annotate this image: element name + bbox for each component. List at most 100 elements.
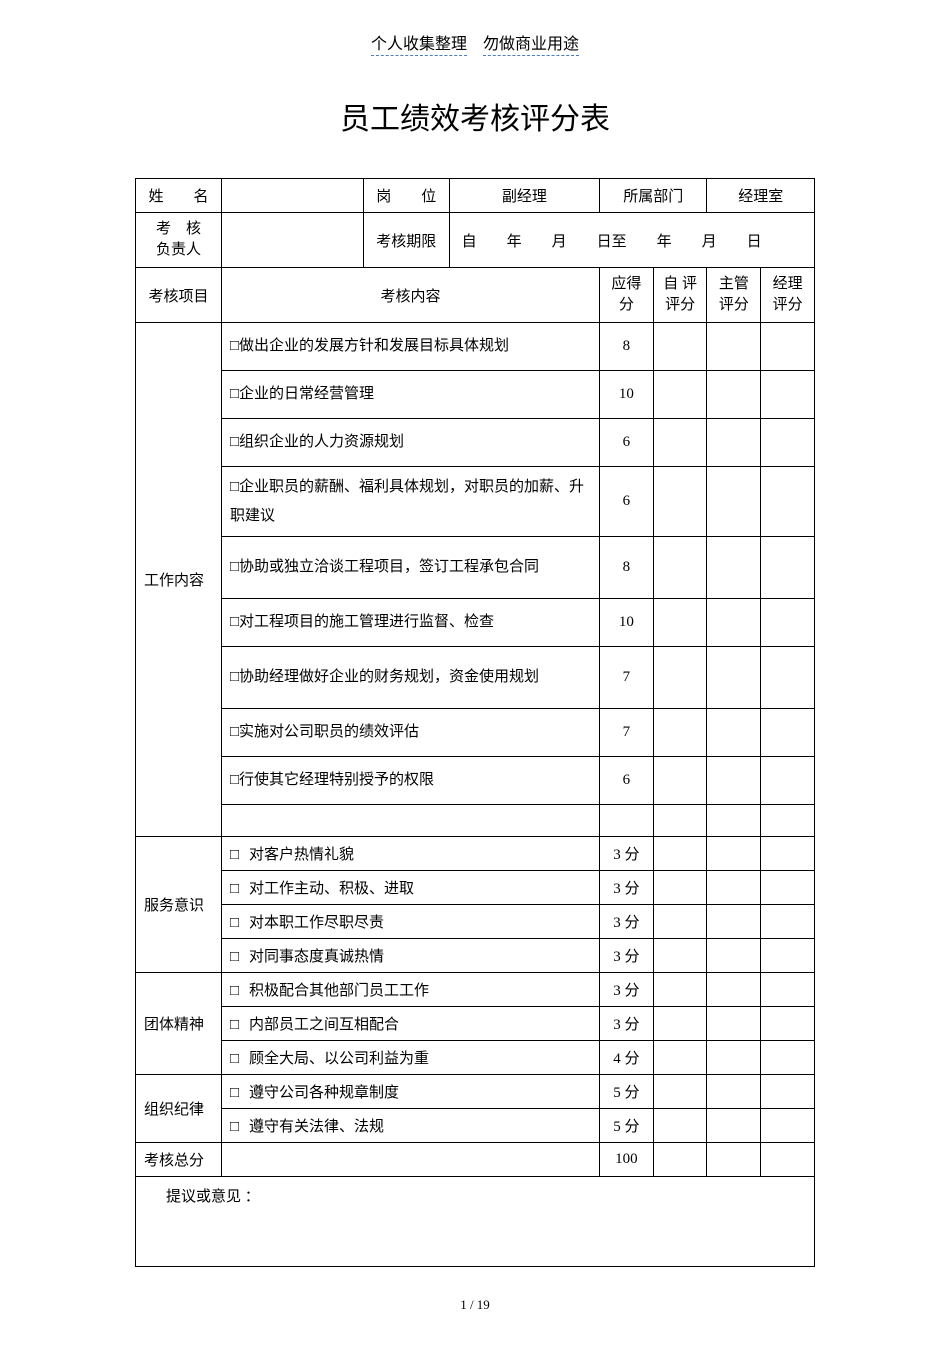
label-name: 姓 名: [136, 179, 222, 213]
score-gm-cell[interactable]: [761, 709, 815, 757]
score-gm-cell[interactable]: [761, 323, 815, 371]
score-self-cell[interactable]: [653, 837, 707, 871]
score-gm-cell[interactable]: [761, 467, 815, 537]
score-gm-cell[interactable]: [761, 647, 815, 709]
page-title: 员工绩效考核评分表: [0, 94, 950, 138]
work-item: □组织企业的人力资源规划: [221, 419, 599, 467]
score-gm-cell[interactable]: [761, 871, 815, 905]
score-mgr-cell[interactable]: [707, 709, 761, 757]
score-mgr-cell[interactable]: [707, 323, 761, 371]
discipline-score: 5 分: [600, 1075, 654, 1109]
score-mgr-cell[interactable]: [707, 419, 761, 467]
spacer-cell: [761, 805, 815, 837]
spacer-cell: [600, 805, 654, 837]
label-position: 岗 位: [363, 179, 449, 213]
score-gm-cell[interactable]: [761, 537, 815, 599]
label-score-gm: 经理评分: [761, 268, 815, 323]
score-mgr-cell[interactable]: [707, 939, 761, 973]
work-score: 8: [600, 537, 654, 599]
team-score: 4 分: [600, 1041, 654, 1075]
score-mgr-cell[interactable]: [707, 1075, 761, 1109]
score-mgr-cell[interactable]: [707, 599, 761, 647]
score-self-cell[interactable]: [653, 1075, 707, 1109]
score-self-cell[interactable]: [653, 973, 707, 1007]
score-gm-cell[interactable]: [761, 1075, 815, 1109]
label-score-self: 自 评评分: [653, 268, 707, 323]
score-gm-cell[interactable]: [761, 837, 815, 871]
score-self-cell[interactable]: [653, 757, 707, 805]
score-self-cell[interactable]: [653, 537, 707, 599]
service-item: □对工作主动、积极、进取: [221, 871, 599, 905]
score-gm-cell[interactable]: [761, 1041, 815, 1075]
score-self-cell[interactable]: [653, 1041, 707, 1075]
score-gm-cell[interactable]: [761, 973, 815, 1007]
total-self[interactable]: [653, 1143, 707, 1177]
spacer-cell: [707, 805, 761, 837]
service-item: □对同事态度真诚热情: [221, 939, 599, 973]
score-gm-cell[interactable]: [761, 599, 815, 647]
score-mgr-cell[interactable]: [707, 467, 761, 537]
work-score: 10: [600, 599, 654, 647]
score-self-cell[interactable]: [653, 323, 707, 371]
field-name[interactable]: [221, 179, 363, 213]
label-period: 考核期限: [363, 213, 449, 268]
header-note-left: 个人收集整理: [371, 36, 467, 56]
service-item: □对本职工作尽职尽责: [221, 905, 599, 939]
label-content: 考核内容: [221, 268, 599, 323]
score-self-cell[interactable]: [653, 419, 707, 467]
field-period[interactable]: 自 年 月 日至 年 月 日: [449, 213, 814, 268]
discipline-item: □遵守公司各种规章制度: [221, 1075, 599, 1109]
label-department: 所属部门: [600, 179, 707, 213]
team-item: □内部员工之间互相配合: [221, 1007, 599, 1041]
work-item: □企业职员的薪酬、福利具体规划，对职员的加薪、升职建议: [221, 467, 599, 537]
total-gm[interactable]: [761, 1143, 815, 1177]
page-number: 1 / 19: [0, 1297, 950, 1313]
score-mgr-cell[interactable]: [707, 647, 761, 709]
score-self-cell[interactable]: [653, 1007, 707, 1041]
score-gm-cell[interactable]: [761, 419, 815, 467]
work-item: □对工程项目的施工管理进行监督、检查: [221, 599, 599, 647]
header-note-right: 勿做商业用途: [483, 36, 579, 56]
score-self-cell[interactable]: [653, 1109, 707, 1143]
score-self-cell[interactable]: [653, 871, 707, 905]
score-self-cell[interactable]: [653, 467, 707, 537]
total-mgr[interactable]: [707, 1143, 761, 1177]
score-gm-cell[interactable]: [761, 939, 815, 973]
work-score: 7: [600, 647, 654, 709]
score-mgr-cell[interactable]: [707, 1007, 761, 1041]
service-score: 3 分: [600, 939, 654, 973]
service-score: 3 分: [600, 871, 654, 905]
score-self-cell[interactable]: [653, 647, 707, 709]
score-gm-cell[interactable]: [761, 757, 815, 805]
score-self-cell[interactable]: [653, 709, 707, 757]
section-team-label: 团体精神: [136, 973, 222, 1075]
label-reviewer: 考 核负责人: [136, 213, 222, 268]
section-work-label: 工作内容: [136, 323, 222, 837]
score-gm-cell[interactable]: [761, 1109, 815, 1143]
score-mgr-cell[interactable]: [707, 537, 761, 599]
score-gm-cell[interactable]: [761, 905, 815, 939]
score-mgr-cell[interactable]: [707, 1109, 761, 1143]
score-mgr-cell[interactable]: [707, 871, 761, 905]
score-mgr-cell[interactable]: [707, 837, 761, 871]
score-mgr-cell[interactable]: [707, 757, 761, 805]
field-position: 副经理: [449, 179, 599, 213]
score-self-cell[interactable]: [653, 905, 707, 939]
work-score: 6: [600, 419, 654, 467]
score-gm-cell[interactable]: [761, 1007, 815, 1041]
score-mgr-cell[interactable]: [707, 973, 761, 1007]
score-self-cell[interactable]: [653, 599, 707, 647]
work-item: □做出企业的发展方针和发展目标具体规划: [221, 323, 599, 371]
score-mgr-cell[interactable]: [707, 905, 761, 939]
total-value: 100: [600, 1143, 654, 1177]
score-mgr-cell[interactable]: [707, 1041, 761, 1075]
score-self-cell[interactable]: [653, 371, 707, 419]
field-reviewer[interactable]: [221, 213, 363, 268]
team-score: 3 分: [600, 1007, 654, 1041]
score-mgr-cell[interactable]: [707, 371, 761, 419]
score-self-cell[interactable]: [653, 939, 707, 973]
service-score: 3 分: [600, 837, 654, 871]
work-item: □协助或独立洽谈工程项目，签订工程承包合同: [221, 537, 599, 599]
comment-row[interactable]: 提议或意见 ：: [136, 1177, 815, 1267]
score-gm-cell[interactable]: [761, 371, 815, 419]
